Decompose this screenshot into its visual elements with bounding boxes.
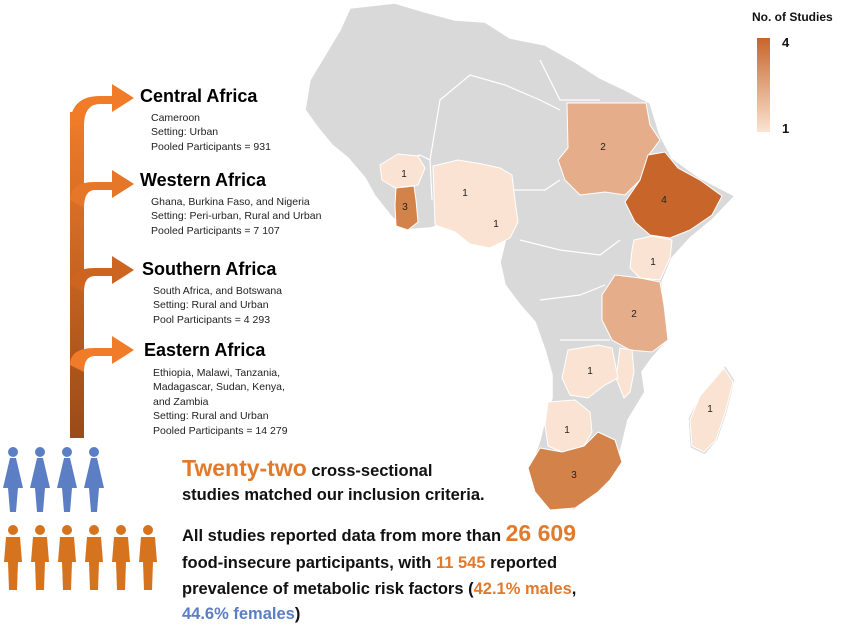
label-botswana: 1 [564,425,570,436]
country-sudan [557,102,661,196]
region-line: and Zambia [153,395,209,408]
region-line: South Africa, and Botswana [153,285,282,297]
country-south-africa [527,431,623,511]
country-kenya [629,235,673,281]
region-line: Pooled Participants = 931 [151,140,271,153]
legend-max-label: 4 [782,35,790,50]
label-zambia: 1 [587,366,593,377]
summary-text: cross-sectional [306,462,433,480]
region-details-eastern: Ethiopia, Malawi, Tanzania, Madagascar, … [153,366,288,438]
label-nigeria-north: 1 [462,188,468,199]
summary-participants-total: 26 609 [505,520,576,546]
summary-line-4: food-insecure participants, with 11 545 … [182,554,557,573]
region-line: Pooled Participants = 7 107 [151,224,280,237]
region-details-western: Ghana, Burkina Faso, and Nigeria Setting… [151,195,321,238]
label-sudan: 2 [600,142,606,153]
region-details-central: Cameroon Setting: Urban Pooled Participa… [151,111,271,154]
region-line: Pooled Participants = 14 279 [153,424,288,437]
region-title-southern: Southern Africa [142,259,277,279]
summary-study-count: Twenty-two [182,455,307,481]
region-line: Setting: Rural and Urban [153,410,269,423]
summary-reported-count: 11 545 [435,554,486,572]
region-title-central: Central Africa [140,86,258,106]
label-ethiopia: 4 [661,195,667,206]
label-tanzania: 2 [631,309,637,320]
summary-line-2: studies matched our inclusion criteria. [182,486,485,504]
country-madagascar [689,367,734,453]
region-line: Ethiopia, Malawi, Tanzania, [153,367,281,379]
country-tanzania [601,274,669,353]
legend-title: No. of Studies [752,10,833,24]
summary-males-percent: 42.1% males [473,580,572,598]
summary-females-percent: 44.6% females [182,605,295,623]
region-line: Cameroon [151,112,201,124]
summary-text: food-insecure participants, with [182,554,436,572]
summary-text: prevalence of metabolic risk factors ( [182,580,474,598]
summary-text: All studies reported data from more than [182,527,506,545]
country-burkina-faso [379,153,426,189]
summary-text: ) [294,605,301,623]
region-line: Madagascar, Sudan, Kenya, [153,381,285,394]
summary-line-5: prevalence of metabolic risk factors (42… [182,580,576,599]
summary-text: reported [485,554,558,572]
label-south-africa: 3 [571,470,577,481]
label-ghana: 3 [402,202,408,213]
region-line: Setting: Urban [151,126,219,139]
legend-min-label: 1 [782,121,790,136]
summary-line-1: Twenty-two cross-sectional [182,455,432,482]
region-line: Setting: Peri-urban, Rural and Urban [151,210,322,223]
label-burkina-faso: 1 [401,169,407,180]
country-ethiopia [624,151,723,239]
summary-text: , [571,580,577,598]
region-line: Pool Participants = 4 293 [153,313,271,326]
male-icons [4,525,157,590]
region-title-western: Western Africa [140,170,267,190]
country-zambia [561,344,619,399]
label-kenya: 1 [650,257,656,268]
region-arrow [70,84,134,438]
summary-line-3: All studies reported data from more than… [182,520,576,547]
region-line: Setting: Rural and Urban [153,299,269,312]
country-ghana [394,185,419,231]
country-nigeria [432,159,519,249]
label-madagascar: 1 [707,404,713,415]
region-line: Ghana, Burkina Faso, and Nigeria [151,196,310,208]
legend-color-scale [757,38,770,132]
region-details-southern: South Africa, and Botswana Setting: Rura… [153,284,282,327]
label-nigeria-south: 1 [493,219,499,230]
female-icons [3,447,104,512]
summary-line-6: 44.6% females) [182,605,300,624]
region-title-eastern: Eastern Africa [144,340,266,360]
